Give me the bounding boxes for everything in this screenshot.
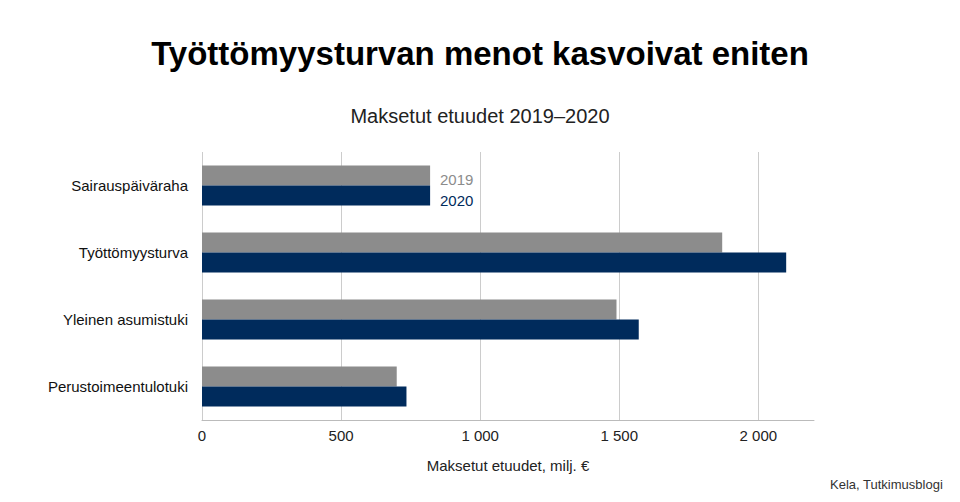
svg-text:Yleinen asumistuki: Yleinen asumistuki [63,311,188,328]
svg-text:2020: 2020 [440,192,473,209]
svg-text:Maksetut etuudet, milj. €: Maksetut etuudet, milj. € [427,457,590,474]
svg-text:1 000: 1 000 [461,427,499,444]
svg-text:Sairauspäiväraha: Sairauspäiväraha [71,177,188,194]
svg-text:500: 500 [329,427,354,444]
svg-text:1 500: 1 500 [600,427,638,444]
svg-text:0: 0 [198,427,206,444]
svg-text:2019: 2019 [440,171,473,188]
svg-text:Perustoimeentulotuki: Perustoimeentulotuki [48,378,188,395]
svg-text:Työttömyysturvan menot kasvoiv: Työttömyysturvan menot kasvoivat eniten [151,35,809,72]
svg-text:Työttömyysturva: Työttömyysturva [79,244,189,261]
svg-text:Kela, Tutkimusblogi: Kela, Tutkimusblogi [830,477,943,492]
svg-text:2 000: 2 000 [740,427,778,444]
svg-text:Maksetut etuudet 2019–2020: Maksetut etuudet 2019–2020 [350,105,609,127]
